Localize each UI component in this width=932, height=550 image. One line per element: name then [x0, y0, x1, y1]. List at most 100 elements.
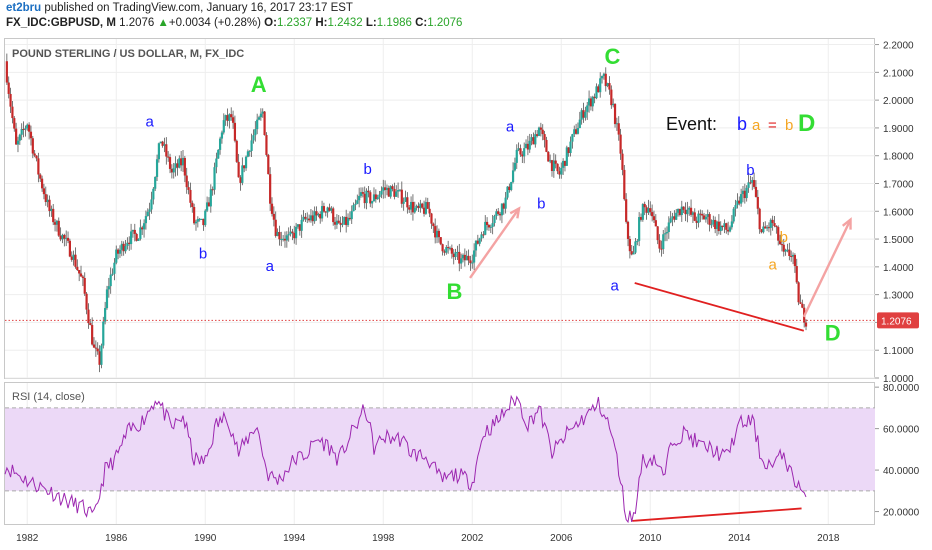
candle-body [33, 153, 36, 156]
candle-body [576, 128, 580, 134]
candle-body [122, 243, 125, 252]
candle-body [31, 138, 34, 154]
candle-body [689, 207, 693, 215]
candle-body [508, 186, 511, 190]
candle-body [708, 214, 711, 225]
candle-body [142, 223, 146, 230]
time-axis[interactable]: 1982 1986 1990 1994 1998 2002 2006 2010 2014 2018 [16, 533, 840, 544]
candle-body [478, 238, 481, 244]
candle-body [20, 128, 23, 135]
candle-body [513, 162, 517, 171]
author-link[interactable]: et2bru [6, 2, 42, 14]
candle-body [543, 134, 546, 140]
candle-body [348, 217, 351, 220]
candle-body [541, 129, 544, 135]
candle-body [723, 223, 726, 228]
rsi-line [4, 394, 807, 524]
candle-body [804, 322, 808, 327]
candle-body [482, 234, 485, 236]
candle-body [384, 187, 387, 191]
candle-body [641, 204, 644, 220]
candle-body [352, 205, 355, 212]
candle-body [213, 167, 216, 190]
candle-body [265, 135, 268, 155]
candle-body [148, 209, 151, 212]
candle-body [654, 220, 657, 227]
candle-body [220, 132, 224, 139]
event-b2: b [785, 117, 793, 134]
candle-body [287, 234, 290, 236]
wave-label: a [145, 114, 154, 131]
publish-text: published on TradingView.com, January 16… [44, 2, 353, 14]
candle-body [248, 150, 251, 152]
candle-body [326, 207, 329, 213]
candle-body [61, 234, 64, 240]
candle-body [547, 151, 550, 162]
candle-body [743, 190, 746, 199]
candle-body [207, 202, 211, 207]
candle-body [230, 114, 233, 118]
price-axis[interactable]: 1.00001.10001.20001.30001.40001.50001.60… [875, 41, 919, 385]
candle-body [550, 160, 554, 172]
candle-body [124, 245, 127, 252]
candle-body [537, 127, 541, 136]
symbol-label[interactable]: FX_IDC:GBPUSD, M [6, 17, 116, 29]
candle-body [758, 208, 761, 230]
candle-body [300, 219, 303, 231]
candle-body [137, 238, 140, 241]
candle-body [345, 216, 348, 226]
candle-body [556, 163, 559, 172]
candle-body [680, 206, 683, 215]
candle-body [163, 144, 166, 146]
candle-body [562, 160, 565, 168]
candle-body [571, 134, 574, 142]
candle-body [367, 190, 370, 193]
candle-body [391, 186, 394, 190]
candle-body [676, 208, 680, 213]
candle-body [228, 114, 231, 121]
candle-body [769, 219, 772, 228]
close-value: 1.2076 [427, 17, 463, 29]
candle-body [211, 189, 214, 191]
time-tick-label: 1998 [372, 533, 395, 544]
rsi-axis[interactable]: 20.0000 40.0000 60.0000 80.0000 [875, 383, 920, 519]
candle-body [584, 111, 587, 118]
time-tick-label: 1990 [194, 533, 217, 544]
candle-body [688, 207, 691, 210]
candle-body [40, 178, 44, 189]
wave-label: a [768, 257, 777, 274]
candle-body [315, 211, 318, 216]
candle-body [115, 249, 118, 263]
candle-body [801, 303, 804, 308]
projection-arrow [802, 219, 852, 318]
candle-body [586, 105, 589, 112]
candle-body [161, 141, 164, 146]
rsi-band [5, 407, 875, 491]
candle-body [567, 147, 570, 154]
symbol-header: FX_IDC:GBPUSD, M 1.2076 ▲+0.0034 (+0.28%… [6, 17, 462, 29]
candle-body [517, 148, 520, 150]
candle-body [782, 244, 785, 252]
price-grid [5, 39, 875, 379]
rsi-tick-label: 40.0000 [883, 466, 920, 477]
candle-body [46, 199, 49, 203]
candle-body [193, 207, 196, 224]
candle-body [467, 255, 470, 261]
candle-body [469, 260, 472, 264]
candle-body [22, 128, 25, 130]
candle-body [259, 113, 262, 118]
candle-body [226, 115, 229, 121]
candle-body [202, 218, 205, 226]
candle-body [178, 158, 181, 168]
candle-body [231, 117, 235, 123]
candle-body [87, 309, 90, 324]
candle-body [775, 226, 778, 228]
candle-body [107, 286, 110, 290]
candle-body [187, 187, 190, 190]
candle-body [434, 226, 437, 238]
candle-body [732, 208, 735, 222]
candle-body [617, 123, 620, 135]
projection-arrowhead [509, 206, 521, 219]
